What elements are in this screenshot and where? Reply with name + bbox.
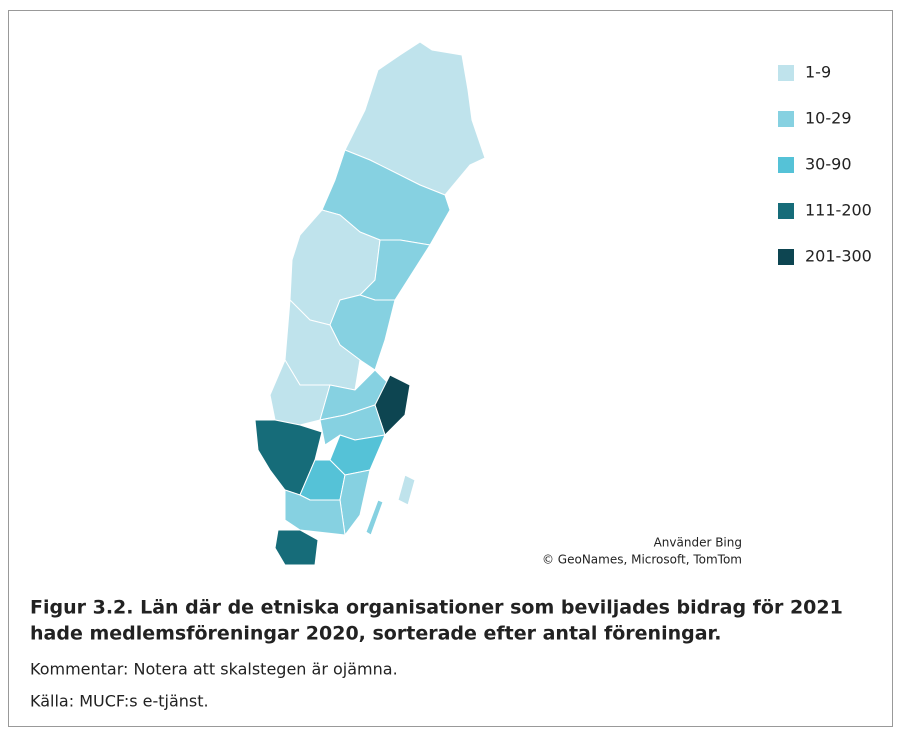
region [269,359,331,426]
attribution: Använder Bing [654,536,742,550]
legend-swatch [778,65,794,81]
legend-label: 111-200 [805,201,872,220]
legend-label: 10-29 [805,109,852,128]
legend-label: 201-300 [805,247,872,266]
region [284,489,346,536]
region [397,474,416,506]
caption-title: Figur 3.2. Län där de etniska organisati… [30,597,843,619]
caption-note: Källa: MUCF:s e-tjänst. [30,692,209,711]
legend-swatch [778,203,794,219]
region [274,529,319,566]
region [365,499,384,536]
attribution: © GeoNames, Microsoft, TomTom [542,553,742,567]
map [254,41,486,566]
legend-label: 30-90 [805,155,852,174]
legend: 1-9 10-29 30-90 111-200 201-300 [778,63,872,266]
caption-note: Kommentar: Notera att skalstegen är ojäm… [30,660,398,679]
legend-label: 1-9 [805,63,831,82]
caption-title: hade medlemsföreningar 2020, sorterade e… [30,623,721,645]
legend-swatch [778,249,794,265]
legend-swatch [778,111,794,127]
legend-swatch [778,157,794,173]
